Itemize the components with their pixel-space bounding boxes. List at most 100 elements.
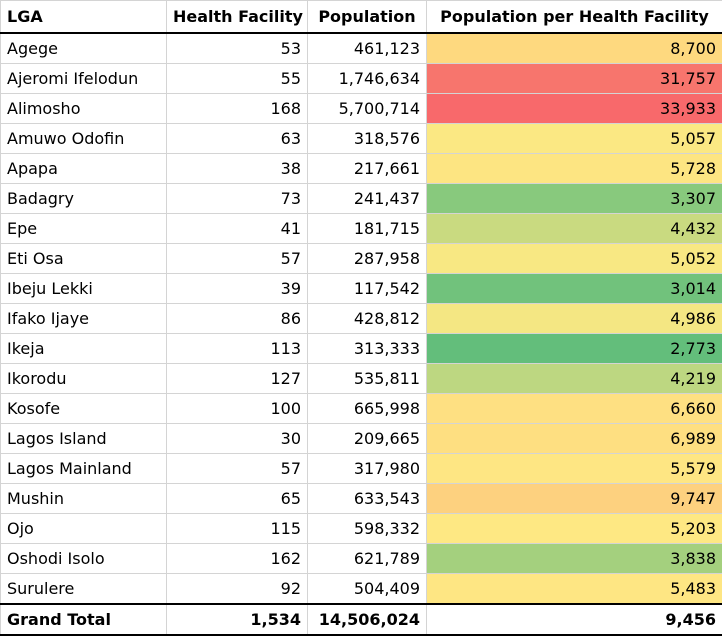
table-row: Ikeja 113 313,333 2,773 bbox=[1, 334, 722, 364]
lga-cell[interactable]: Agege bbox=[1, 33, 167, 64]
health-facility-cell[interactable]: 38 bbox=[167, 154, 308, 184]
population-cell[interactable]: 209,665 bbox=[308, 424, 427, 454]
population-per-facility-cell[interactable]: 5,483 bbox=[427, 574, 722, 605]
table-row: Ajeromi Ifelodun 55 1,746,634 31,757 bbox=[1, 64, 722, 94]
lga-cell[interactable]: Ojo bbox=[1, 514, 167, 544]
population-per-facility-cell[interactable]: 5,052 bbox=[427, 244, 722, 274]
health-facility-cell[interactable]: 127 bbox=[167, 364, 308, 394]
health-facility-cell[interactable]: 57 bbox=[167, 454, 308, 484]
health-facility-cell[interactable]: 115 bbox=[167, 514, 308, 544]
lga-cell[interactable]: Epe bbox=[1, 214, 167, 244]
table-row: Agege 53 461,123 8,700 bbox=[1, 33, 722, 64]
population-cell[interactable]: 665,998 bbox=[308, 394, 427, 424]
population-cell[interactable]: 428,812 bbox=[308, 304, 427, 334]
population-cell[interactable]: 117,542 bbox=[308, 274, 427, 304]
population-per-facility-cell[interactable]: 5,728 bbox=[427, 154, 722, 184]
lga-cell[interactable]: Ifako Ijaye bbox=[1, 304, 167, 334]
population-cell[interactable]: 461,123 bbox=[308, 33, 427, 64]
table-row: Ifako Ijaye 86 428,812 4,986 bbox=[1, 304, 722, 334]
lga-cell[interactable]: Mushin bbox=[1, 484, 167, 514]
table-row: Epe 41 181,715 4,432 bbox=[1, 214, 722, 244]
health-facility-cell[interactable]: 86 bbox=[167, 304, 308, 334]
population-per-facility-cell[interactable]: 3,838 bbox=[427, 544, 722, 574]
grand-total-population[interactable]: 14,506,024 bbox=[308, 604, 427, 635]
header-population-per-health-facility[interactable]: Population per Health Facility bbox=[427, 1, 722, 34]
health-facility-cell[interactable]: 55 bbox=[167, 64, 308, 94]
table-row: Lagos Island 30 209,665 6,989 bbox=[1, 424, 722, 454]
header-row: LGA Health Facility Population Populatio… bbox=[1, 1, 722, 34]
table-row: Amuwo Odofin 63 318,576 5,057 bbox=[1, 124, 722, 154]
population-cell[interactable]: 598,332 bbox=[308, 514, 427, 544]
lga-cell[interactable]: Ibeju Lekki bbox=[1, 274, 167, 304]
population-per-facility-cell[interactable]: 5,579 bbox=[427, 454, 722, 484]
population-cell[interactable]: 504,409 bbox=[308, 574, 427, 605]
population-cell[interactable]: 313,333 bbox=[308, 334, 427, 364]
population-per-facility-cell[interactable]: 4,986 bbox=[427, 304, 722, 334]
health-facility-cell[interactable]: 57 bbox=[167, 244, 308, 274]
population-cell[interactable]: 241,437 bbox=[308, 184, 427, 214]
lga-cell[interactable]: Apapa bbox=[1, 154, 167, 184]
population-per-facility-cell[interactable]: 3,307 bbox=[427, 184, 722, 214]
population-per-facility-cell[interactable]: 3,014 bbox=[427, 274, 722, 304]
lga-cell[interactable]: Ikorodu bbox=[1, 364, 167, 394]
population-cell[interactable]: 5,700,714 bbox=[308, 94, 427, 124]
population-per-facility-cell[interactable]: 8,700 bbox=[427, 33, 722, 64]
population-per-facility-cell[interactable]: 6,989 bbox=[427, 424, 722, 454]
lga-cell[interactable]: Badagry bbox=[1, 184, 167, 214]
population-per-facility-cell[interactable]: 2,773 bbox=[427, 334, 722, 364]
population-per-facility-cell[interactable]: 5,203 bbox=[427, 514, 722, 544]
population-per-facility-cell[interactable]: 4,432 bbox=[427, 214, 722, 244]
lga-cell[interactable]: Oshodi Isolo bbox=[1, 544, 167, 574]
health-facility-cell[interactable]: 168 bbox=[167, 94, 308, 124]
table-row: Ibeju Lekki 39 117,542 3,014 bbox=[1, 274, 722, 304]
health-facility-cell[interactable]: 30 bbox=[167, 424, 308, 454]
population-per-facility-cell[interactable]: 4,219 bbox=[427, 364, 722, 394]
lga-cell[interactable]: Kosofe bbox=[1, 394, 167, 424]
population-cell[interactable]: 217,661 bbox=[308, 154, 427, 184]
lga-cell[interactable]: Amuwo Odofin bbox=[1, 124, 167, 154]
population-per-facility-cell[interactable]: 33,933 bbox=[427, 94, 722, 124]
population-cell[interactable]: 287,958 bbox=[308, 244, 427, 274]
lga-cell[interactable]: Lagos Mainland bbox=[1, 454, 167, 484]
health-facility-cell[interactable]: 39 bbox=[167, 274, 308, 304]
population-cell[interactable]: 318,576 bbox=[308, 124, 427, 154]
lga-cell[interactable]: Surulere bbox=[1, 574, 167, 605]
health-facility-cell[interactable]: 65 bbox=[167, 484, 308, 514]
health-facility-cell[interactable]: 53 bbox=[167, 33, 308, 64]
health-facility-cell[interactable]: 113 bbox=[167, 334, 308, 364]
population-cell[interactable]: 621,789 bbox=[308, 544, 427, 574]
header-health-facility[interactable]: Health Facility bbox=[167, 1, 308, 34]
population-per-facility-cell[interactable]: 6,660 bbox=[427, 394, 722, 424]
lga-cell[interactable]: Ajeromi Ifelodun bbox=[1, 64, 167, 94]
header-population[interactable]: Population bbox=[308, 1, 427, 34]
population-per-facility-cell[interactable]: 9,747 bbox=[427, 484, 722, 514]
grand-total-population-per-facility[interactable]: 9,456 bbox=[427, 604, 722, 635]
grand-total-health-facility[interactable]: 1,534 bbox=[167, 604, 308, 635]
table-row: Oshodi Isolo 162 621,789 3,838 bbox=[1, 544, 722, 574]
grand-total-label[interactable]: Grand Total bbox=[1, 604, 167, 635]
lga-cell[interactable]: Eti Osa bbox=[1, 244, 167, 274]
population-per-facility-cell[interactable]: 31,757 bbox=[427, 64, 722, 94]
population-cell[interactable]: 181,715 bbox=[308, 214, 427, 244]
lga-cell[interactable]: Ikeja bbox=[1, 334, 167, 364]
population-cell[interactable]: 1,746,634 bbox=[308, 64, 427, 94]
health-facility-cell[interactable]: 63 bbox=[167, 124, 308, 154]
table-row: Surulere 92 504,409 5,483 bbox=[1, 574, 722, 605]
table-row: Ojo 115 598,332 5,203 bbox=[1, 514, 722, 544]
health-facility-cell[interactable]: 162 bbox=[167, 544, 308, 574]
header-lga[interactable]: LGA bbox=[1, 1, 167, 34]
table-row: Ikorodu 127 535,811 4,219 bbox=[1, 364, 722, 394]
population-cell[interactable]: 535,811 bbox=[308, 364, 427, 394]
population-per-facility-cell[interactable]: 5,057 bbox=[427, 124, 722, 154]
table-row: Eti Osa 57 287,958 5,052 bbox=[1, 244, 722, 274]
lga-cell[interactable]: Lagos Island bbox=[1, 424, 167, 454]
population-cell[interactable]: 633,543 bbox=[308, 484, 427, 514]
health-facility-cell[interactable]: 92 bbox=[167, 574, 308, 605]
health-facility-cell[interactable]: 100 bbox=[167, 394, 308, 424]
health-facility-cell[interactable]: 41 bbox=[167, 214, 308, 244]
lga-cell[interactable]: Alimosho bbox=[1, 94, 167, 124]
table-row: Apapa 38 217,661 5,728 bbox=[1, 154, 722, 184]
population-cell[interactable]: 317,980 bbox=[308, 454, 427, 484]
health-facility-cell[interactable]: 73 bbox=[167, 184, 308, 214]
